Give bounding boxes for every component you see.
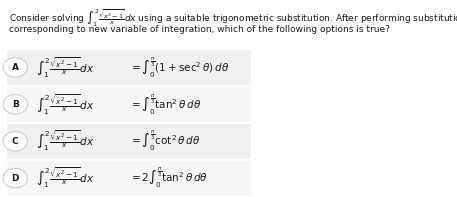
FancyBboxPatch shape (7, 124, 251, 159)
Circle shape (3, 58, 27, 77)
Circle shape (3, 95, 27, 114)
Text: $= \int_{0}^{\frac{\pi}{3}}\cot^2\theta\,d\theta$: $= \int_{0}^{\frac{\pi}{3}}\cot^2\theta\… (129, 129, 201, 153)
Text: $\int_{1}^{2}\frac{\sqrt{x^2-1}}{x}dx$: $\int_{1}^{2}\frac{\sqrt{x^2-1}}{x}dx$ (36, 55, 95, 80)
Text: Consider solving $\int_{1}^{2}\frac{\sqrt{x^2-1}}{x}dx$ using a suitable trigono: Consider solving $\int_{1}^{2}\frac{\sqr… (9, 7, 457, 29)
Text: B: B (12, 100, 19, 109)
Text: $\int_{1}^{2}\frac{\sqrt{x^2-1}}{x}dx$: $\int_{1}^{2}\frac{\sqrt{x^2-1}}{x}dx$ (36, 92, 95, 117)
FancyBboxPatch shape (7, 50, 251, 85)
FancyBboxPatch shape (7, 161, 251, 196)
Text: $= 2\int_{0}^{\frac{\pi}{3}}\tan^2\theta\,d\theta$: $= 2\int_{0}^{\frac{\pi}{3}}\tan^2\theta… (129, 166, 208, 190)
Text: $= \int_{0}^{\frac{\pi}{3}}(1+\sec^2\theta)\,d\theta$: $= \int_{0}^{\frac{\pi}{3}}(1+\sec^2\the… (129, 55, 229, 80)
Text: D: D (11, 174, 19, 183)
Text: $\int_{1}^{2}\frac{\sqrt{x^2-1}}{x}dx$: $\int_{1}^{2}\frac{\sqrt{x^2-1}}{x}dx$ (36, 129, 95, 153)
Circle shape (3, 168, 27, 188)
Text: C: C (12, 137, 19, 146)
Text: corresponding to new variable of integration, which of the following options is : corresponding to new variable of integra… (9, 25, 390, 34)
FancyBboxPatch shape (7, 87, 251, 122)
Circle shape (3, 132, 27, 151)
Text: A: A (12, 63, 19, 72)
Text: $= \int_{0}^{\frac{\pi}{3}}\tan^2\theta\,d\theta$: $= \int_{0}^{\frac{\pi}{3}}\tan^2\theta\… (129, 92, 201, 117)
Text: $\int_{1}^{2}\frac{\sqrt{x^2-1}}{x}dx$: $\int_{1}^{2}\frac{\sqrt{x^2-1}}{x}dx$ (36, 166, 95, 190)
